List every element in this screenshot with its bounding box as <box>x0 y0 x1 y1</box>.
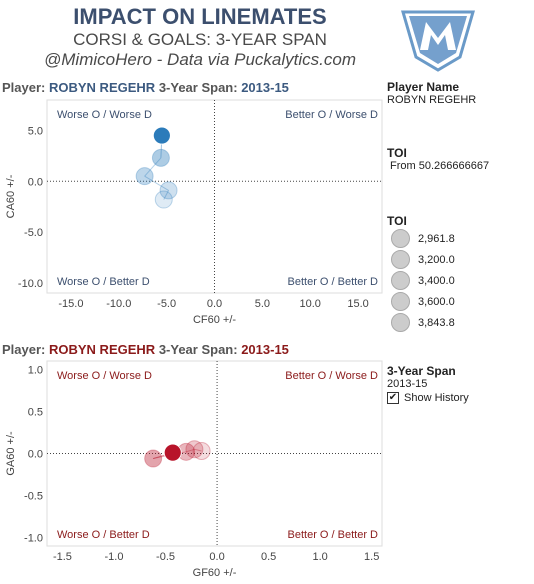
quadrant-label-top-right: Better O / Worse D <box>285 109 378 121</box>
page-title: IMPACT ON LINEMATES <box>73 4 327 29</box>
goals-scatter-chart[interactable]: -1.5 -1.0 -0.5 0.0 0.5 1.0 1.5 1.0 0.5 0.0 -0.5 -1.… <box>0 356 385 584</box>
y-tick-label: 0.5 <box>28 406 43 418</box>
y-tick-label: 0.0 <box>28 449 43 461</box>
quadrant-label-bottom-right: Better O / Better D <box>288 529 379 541</box>
panel2-span: 2013-15 <box>241 342 289 357</box>
quadrant-label-top-left: Worse O / Worse D <box>57 109 152 121</box>
toi-legend-item: 3,400.0 <box>418 274 455 287</box>
y-axis-label: CA60 +/- <box>5 174 17 218</box>
x-tick-label: -1.5 <box>53 551 72 563</box>
quadrant-label-top-left: Worse O / Worse D <box>57 370 152 382</box>
history-point <box>185 440 204 459</box>
panel2-span-label: 3-Year Span: <box>158 342 238 357</box>
toi-legend-heading: TOI <box>387 214 407 228</box>
legend-circle-icon <box>391 271 410 290</box>
show-history-label: Show History <box>404 392 469 404</box>
corsi-scatter-chart[interactable]: -15.0 -10.0 -5.0 0.0 5.0 10.0 15.0 5.0 0.0 -5.0 -1… <box>0 95 385 335</box>
x-tick-label: 1.5 <box>364 551 379 563</box>
current-point <box>163 443 182 462</box>
x-tick-label: 10.0 <box>300 298 321 310</box>
panel2-title: Player: ROBYN REGEHR 3-Year Span: 2013-1… <box>2 342 289 357</box>
toi-size-legend: TOI 2,961.8 3,200.0 3,400.0 3,600.0 3,84… <box>387 214 455 333</box>
x-axis-label: CF60 +/- <box>193 314 236 326</box>
quadrant-label-bottom-left: Worse O / Better D <box>57 529 150 541</box>
legend-circle-icon <box>391 250 410 269</box>
x-tick-label: -0.5 <box>156 551 175 563</box>
x-tick-label: 0.0 <box>207 298 222 310</box>
y-tick-label: 0.0 <box>28 176 43 188</box>
history-path-segment <box>144 157 162 177</box>
panel1-span-label: 3-Year Span: <box>158 80 238 95</box>
x-tick-label: -1.0 <box>105 551 124 563</box>
y-tick-label: -1.0 <box>24 533 43 545</box>
x-axis-label: GF60 +/- <box>193 567 237 579</box>
checkbox-checked-icon[interactable]: ✔ <box>387 392 399 405</box>
history-path-segment <box>186 448 195 453</box>
page-subtitle: CORSI & GOALS: 3-YEAR SPAN <box>73 30 327 49</box>
span-filter[interactable]: 3-Year Span 2013-15 ✔ Show History <box>387 364 469 405</box>
player-name-heading: Player Name <box>387 80 460 94</box>
x-tick-label: 15.0 <box>347 298 368 310</box>
toi-filter[interactable]: TOI From 50.266666667 <box>387 146 489 172</box>
toi-filter-value: From 50.266666667 <box>390 160 490 172</box>
y-tick-label: 5.0 <box>28 125 43 137</box>
quadrant-label-bottom-right: Better O / Better D <box>288 276 379 288</box>
history-point <box>135 167 154 186</box>
current-point <box>152 126 171 145</box>
quadrant-label-top-right: Better O / Worse D <box>285 370 378 382</box>
plot-frame <box>46 360 383 547</box>
x-tick-label: -10.0 <box>106 298 131 310</box>
panel2-player: ROBYN REGEHR <box>49 342 156 357</box>
quadrant-label-bottom-left: Worse O / Better D <box>57 276 150 288</box>
panel1-player: ROBYN REGEHR <box>49 80 156 95</box>
y-axis-label: GA60 +/- <box>5 431 17 476</box>
toi-legend-item: 3,843.8 <box>418 316 455 329</box>
player-name-filter[interactable]: Player Name ROBYN REGEHR <box>387 80 476 106</box>
x-tick-label: 0.5 <box>261 551 276 563</box>
history-point <box>192 441 211 460</box>
span-value: 2013-15 <box>387 378 428 390</box>
header: IMPACT ON LINEMATES CORSI & GOALS: 3-YEA… <box>0 4 400 70</box>
show-history-toggle[interactable]: ✔ Show History <box>387 392 469 405</box>
y-tick-label: 1.0 <box>28 364 43 376</box>
x-tick-label: -5.0 <box>157 298 176 310</box>
panel1-title: Player: ROBYN REGEHR 3-Year Span: 2013-1… <box>2 80 289 95</box>
x-tick-label: 1.0 <box>313 551 328 563</box>
y-tick-label: -0.5 <box>24 491 43 503</box>
history-point <box>159 181 178 200</box>
toi-filter-heading: TOI <box>387 146 407 160</box>
x-tick-label: -15.0 <box>58 298 83 310</box>
history-path-segment <box>163 190 170 200</box>
panel1-prefix: Player: <box>2 80 46 95</box>
history-path-segment <box>194 448 202 452</box>
history-point <box>151 148 170 167</box>
toi-legend-item: 2,961.8 <box>418 232 455 245</box>
y-tick-label: -10.0 <box>18 278 43 290</box>
toi-legend-item: 3,200.0 <box>418 253 455 266</box>
toi-legend-item: 3,600.0 <box>418 295 455 308</box>
panel2-prefix: Player: <box>2 342 46 357</box>
legend-circle-icon <box>391 229 410 248</box>
history-point <box>144 449 163 468</box>
legend-circle-icon <box>391 313 410 332</box>
panel1-span: 2013-15 <box>241 80 289 95</box>
x-tick-label: 0.0 <box>209 551 224 563</box>
y-tick-label: -5.0 <box>24 227 43 239</box>
player-name-value: ROBYN REGEHR <box>387 94 477 106</box>
span-heading: 3-Year Span <box>387 364 456 378</box>
x-tick-label: 5.0 <box>255 298 270 310</box>
history-point <box>154 190 173 209</box>
legend-circle-icon <box>391 292 410 311</box>
mimico-hero-logo <box>401 10 475 72</box>
credit-line: @MimicoHero - Data via Puckalytics.com <box>44 50 356 69</box>
history-path-segment <box>144 175 169 191</box>
